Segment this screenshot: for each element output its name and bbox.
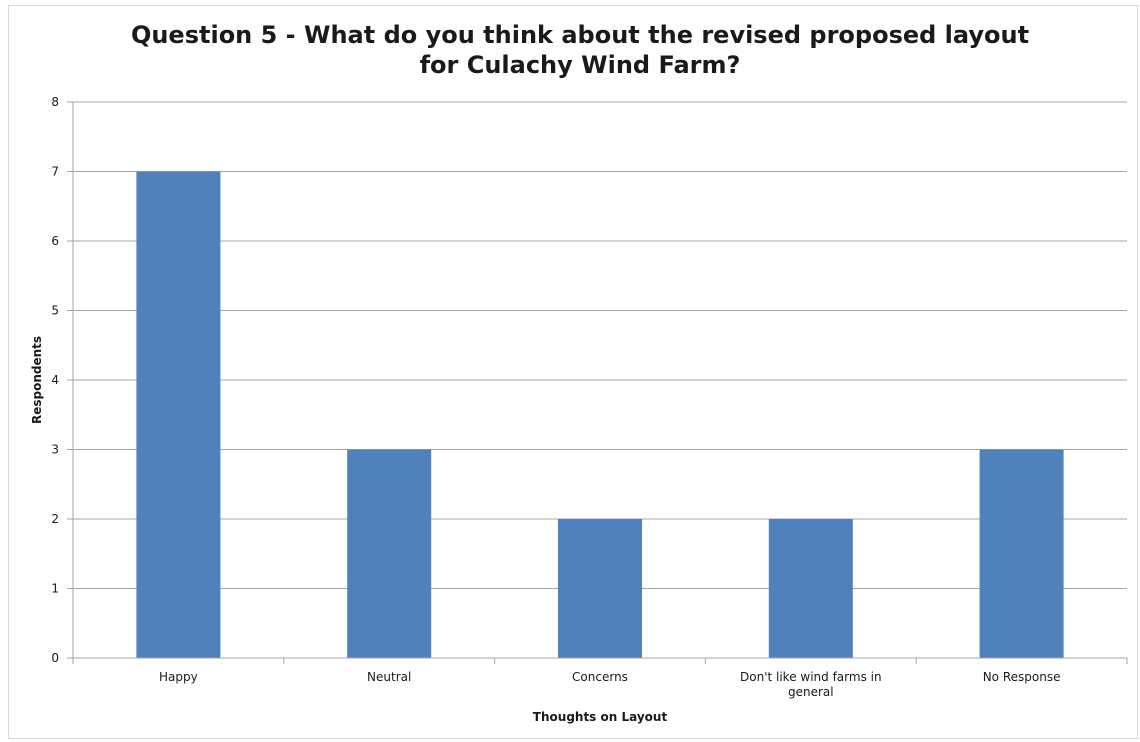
bar bbox=[136, 171, 221, 658]
x-tick-label: Concerns bbox=[572, 670, 628, 684]
y-tick-label: 8 bbox=[51, 95, 59, 109]
y-tick-label: 3 bbox=[51, 443, 59, 457]
y-axis-title: Respondents bbox=[30, 336, 44, 424]
bar bbox=[347, 449, 432, 658]
bar bbox=[558, 519, 642, 658]
y-tick-label: 4 bbox=[51, 373, 59, 387]
y-tick-label: 1 bbox=[51, 582, 59, 596]
y-tick-label: 0 bbox=[51, 651, 59, 665]
x-tick-label: No Response bbox=[983, 670, 1061, 684]
y-tick-label: 6 bbox=[51, 234, 59, 248]
y-tick-label: 7 bbox=[51, 165, 59, 179]
bar bbox=[768, 519, 853, 658]
bar bbox=[979, 449, 1064, 658]
chart-title-line-1: Question 5 - What do you think about the… bbox=[130, 21, 1030, 49]
x-tick-label: Neutral bbox=[367, 670, 411, 684]
x-axis-title: Thoughts on Layout bbox=[533, 710, 668, 724]
x-tick-label: Don't like wind farms in general bbox=[740, 670, 882, 699]
y-tick-label: 2 bbox=[51, 512, 59, 526]
chart-title-line-2: for Culachy Wind Farm? bbox=[419, 51, 741, 79]
x-tick-label: Happy bbox=[159, 670, 198, 684]
chart-title: Question 5 - What do you think about the… bbox=[0, 20, 1140, 80]
y-tick-label: 5 bbox=[51, 304, 59, 318]
